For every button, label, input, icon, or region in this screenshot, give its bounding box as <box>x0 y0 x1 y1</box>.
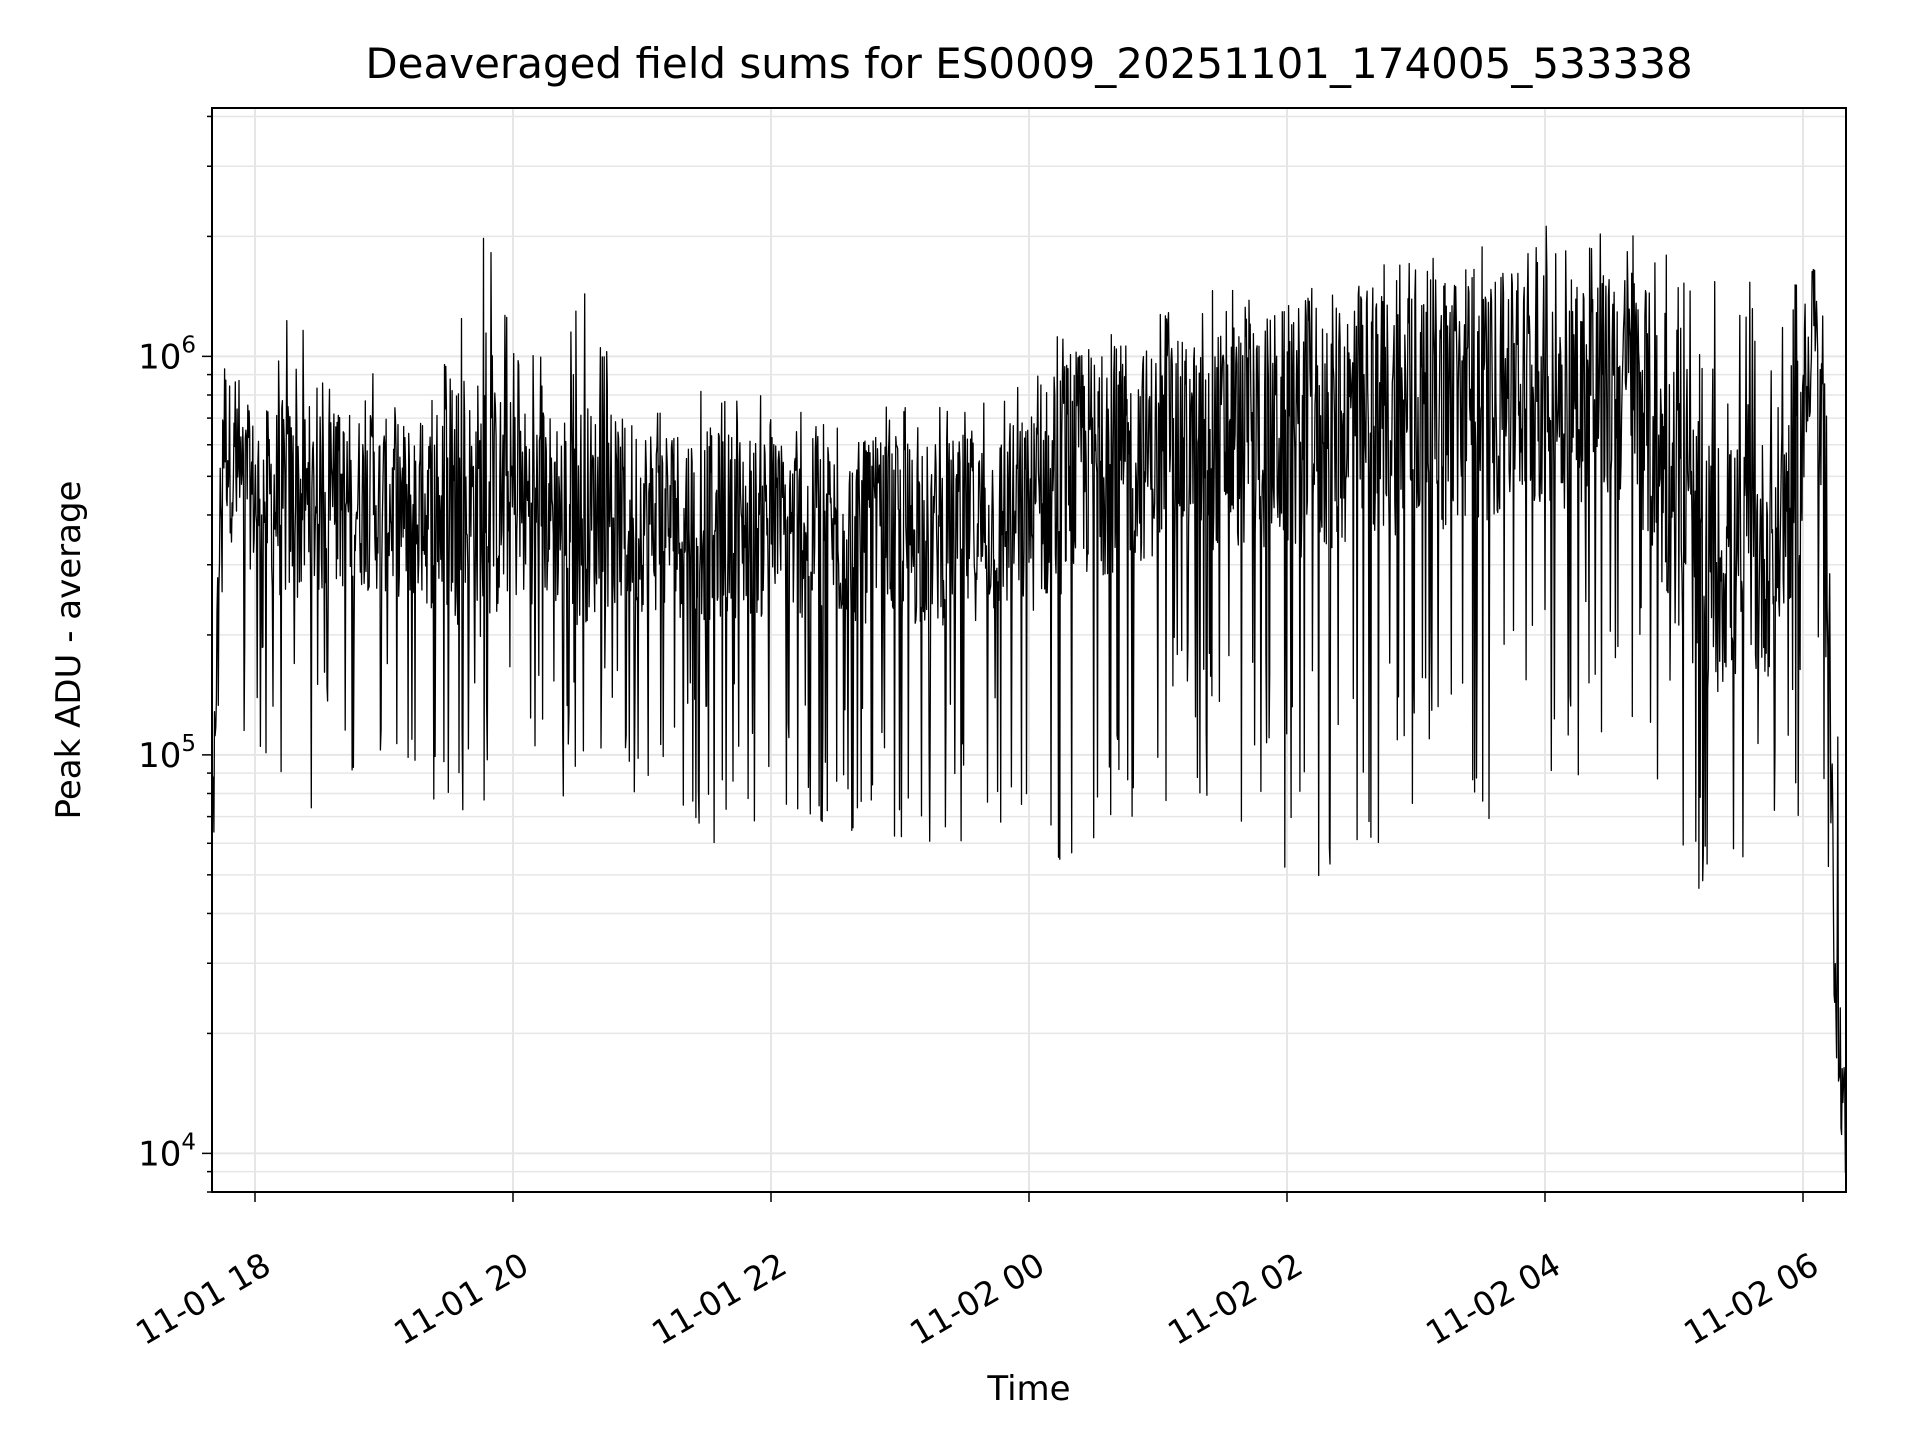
y-tick-label: 106 <box>138 332 196 377</box>
y-axis-label: Peak ADU - average <box>49 481 89 820</box>
series-line <box>212 225 1846 1173</box>
series-layer <box>212 225 1846 1173</box>
x-axis-label: Time <box>986 1369 1070 1409</box>
y-axis: 104 105 106 <box>138 115 212 1193</box>
y-tick-label: 105 <box>138 731 196 776</box>
y-tick-label: 104 <box>138 1129 196 1174</box>
chart-title: Deaveraged field sums for ES0009_2025110… <box>365 39 1692 88</box>
